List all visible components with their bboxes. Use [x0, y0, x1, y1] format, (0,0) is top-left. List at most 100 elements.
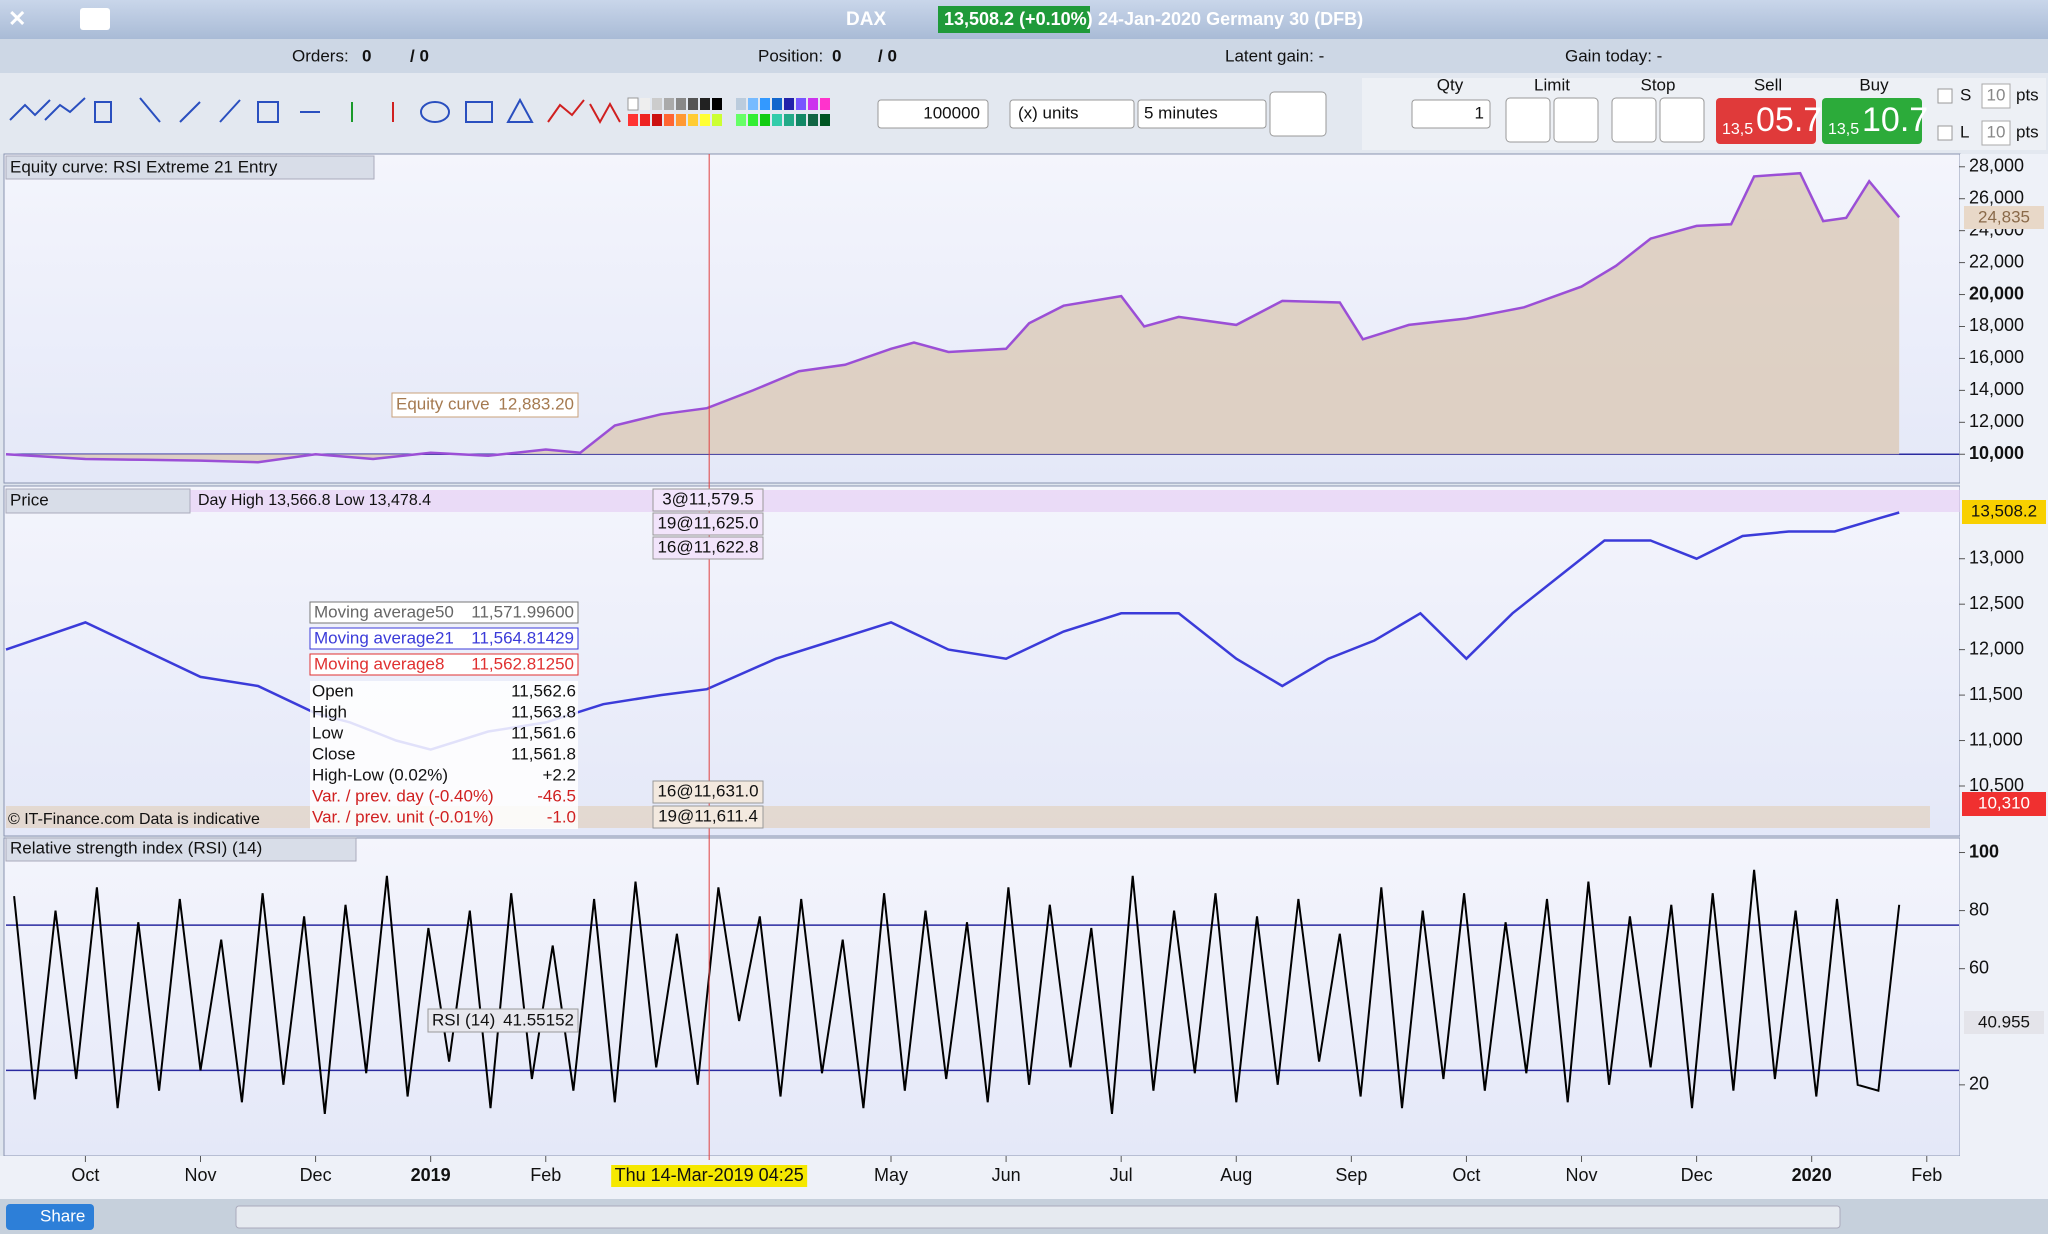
order-box	[652, 805, 764, 829]
interval[interactable]: 5 minutes	[1144, 103, 1218, 122]
qty[interactable]: 1	[1475, 103, 1484, 122]
legend-value: 11,564.81429	[471, 628, 574, 647]
rsi-label-name: RSI (14)	[432, 1010, 495, 1029]
rsi-line	[13, 869, 1901, 1115]
instrument-info: 24-Jan-2020 Germany 30 (DFB)	[1098, 9, 1363, 29]
limit-label: Limit	[1534, 75, 1570, 94]
x-tick-label: May	[874, 1165, 908, 1185]
sell-button[interactable]	[1716, 98, 1816, 144]
ohlc-value: 11,562.6	[511, 681, 576, 700]
buy-price[interactable]: 10.7	[1862, 101, 1928, 139]
panel-title: Price	[10, 490, 49, 509]
gain-today: Gain today: -	[1565, 46, 1662, 65]
price-strip	[6, 806, 1930, 828]
y-tick-label: 12,500	[1969, 593, 2024, 613]
buy-button[interactable]	[1822, 98, 1922, 144]
equity-label-name: Equity curve	[396, 394, 490, 413]
legend-value: 11,562.81250	[471, 654, 574, 673]
symbol[interactable]: DAX	[846, 9, 886, 30]
l-input[interactable]	[1981, 120, 2011, 146]
order-box	[652, 512, 764, 536]
share[interactable]: Share	[40, 1206, 85, 1225]
y-tick-label: 20	[1969, 1074, 1989, 1094]
s-input[interactable]	[1981, 83, 2011, 109]
low-label: 10,310	[1978, 793, 2030, 812]
share-button[interactable]	[6, 1204, 94, 1230]
ohlc-value: 11,563.8	[511, 702, 576, 721]
legend-box	[309, 653, 579, 676]
series-line	[5, 171, 1901, 464]
plots: 10,000 12,000 14,000 16,000 18,000 20,000 22,0…	[5, 154, 2024, 1162]
x-tick-label: Nov	[184, 1165, 216, 1185]
equity-last-box	[1964, 206, 2044, 229]
amount-input[interactable]	[877, 99, 989, 129]
close-icon[interactable]: ✕	[8, 6, 26, 31]
stop-button[interactable]	[1659, 97, 1705, 143]
ohlc-value: +2.2	[542, 765, 576, 784]
interval-select[interactable]	[1137, 99, 1267, 129]
latent-gain: Latent gain: -	[1225, 46, 1324, 65]
low-box	[1962, 792, 2046, 816]
y-tick-label: 100	[1969, 841, 1999, 861]
units-select[interactable]	[1009, 99, 1135, 129]
sell-label: Sell	[1754, 75, 1782, 94]
equity-label-value: 12,883.20	[498, 394, 574, 413]
limit-button[interactable]	[1553, 97, 1599, 143]
order-label: 19@11,625.0	[657, 513, 758, 532]
y-tick-label: 28,000	[1969, 156, 2024, 176]
order-box	[652, 536, 764, 560]
buy-big[interactable]: 13,5	[1828, 121, 1859, 138]
rsi-last: 40.955	[1978, 1012, 2030, 1031]
y-axis-area	[1960, 154, 2048, 1156]
position-total: / 0	[878, 46, 897, 65]
ohlc-name: Var. / prev. day (-0.40%)	[312, 786, 494, 805]
qty-input[interactable]	[1411, 99, 1491, 129]
rsi-last-box	[1964, 1011, 2044, 1034]
drawing-tools[interactable]	[9, 97, 621, 125]
checkbox[interactable]	[1937, 125, 1953, 141]
order-label: 19@11,611.4	[658, 806, 758, 825]
ohlc-name: Close	[312, 744, 355, 763]
keyboard-icon[interactable]	[80, 8, 110, 30]
x-tick-label: Oct	[1452, 1165, 1480, 1185]
x-tick-label: 2020	[1792, 1165, 1832, 1185]
l-label: L	[1960, 122, 1969, 141]
checkbox[interactable]	[1937, 88, 1953, 104]
indicator-button[interactable]	[1269, 91, 1327, 137]
x-axis-area	[0, 1156, 2048, 1199]
y-tick-label: 11,500	[1969, 684, 2023, 704]
panel-title: Equity curve: RSI Extreme 21 Entry	[10, 157, 278, 176]
s-pts[interactable]: 10	[1987, 85, 2006, 104]
y-tick-label: 18,000	[1969, 315, 2024, 335]
limit-button[interactable]	[1505, 97, 1551, 143]
l-pts[interactable]: 10	[1987, 122, 2006, 141]
color-palette[interactable]	[627, 97, 830, 126]
panel-tab	[5, 488, 191, 514]
equity-last: 24,835	[1978, 207, 2030, 226]
sell-price[interactable]: 05.7	[1756, 101, 1822, 139]
quote-box	[938, 6, 1090, 33]
x-tick-label: Jun	[992, 1165, 1021, 1185]
sell-big[interactable]: 13,5	[1722, 121, 1753, 138]
legend-name: Moving average8	[314, 654, 444, 673]
order-label: 16@11,631.0	[657, 781, 758, 800]
ohlc-name: Open	[312, 681, 354, 700]
y-tick-label: 13,000	[1969, 547, 2024, 567]
s-label: S	[1960, 85, 1971, 104]
y-tick-label: 16,000	[1969, 347, 2024, 367]
crosshair-date-box	[611, 1165, 808, 1187]
x-tick-label: Aug	[1220, 1165, 1252, 1185]
units[interactable]: (x) units	[1018, 103, 1078, 122]
amount[interactable]: 100000	[923, 103, 980, 122]
position-label: Position:	[758, 46, 823, 65]
rsi-label-value: 41.55152	[503, 1010, 574, 1029]
last-price: 13,508.2	[1971, 501, 2037, 520]
stop-button[interactable]	[1611, 97, 1657, 143]
y-tick-label: 10,000	[1969, 443, 2024, 463]
x-tick-label: Dec	[300, 1165, 332, 1185]
position-count: 0	[832, 46, 841, 65]
buy-label: Buy	[1859, 75, 1889, 94]
scrollbar[interactable]	[235, 1205, 1841, 1229]
rsi-panel	[3, 837, 1961, 1157]
